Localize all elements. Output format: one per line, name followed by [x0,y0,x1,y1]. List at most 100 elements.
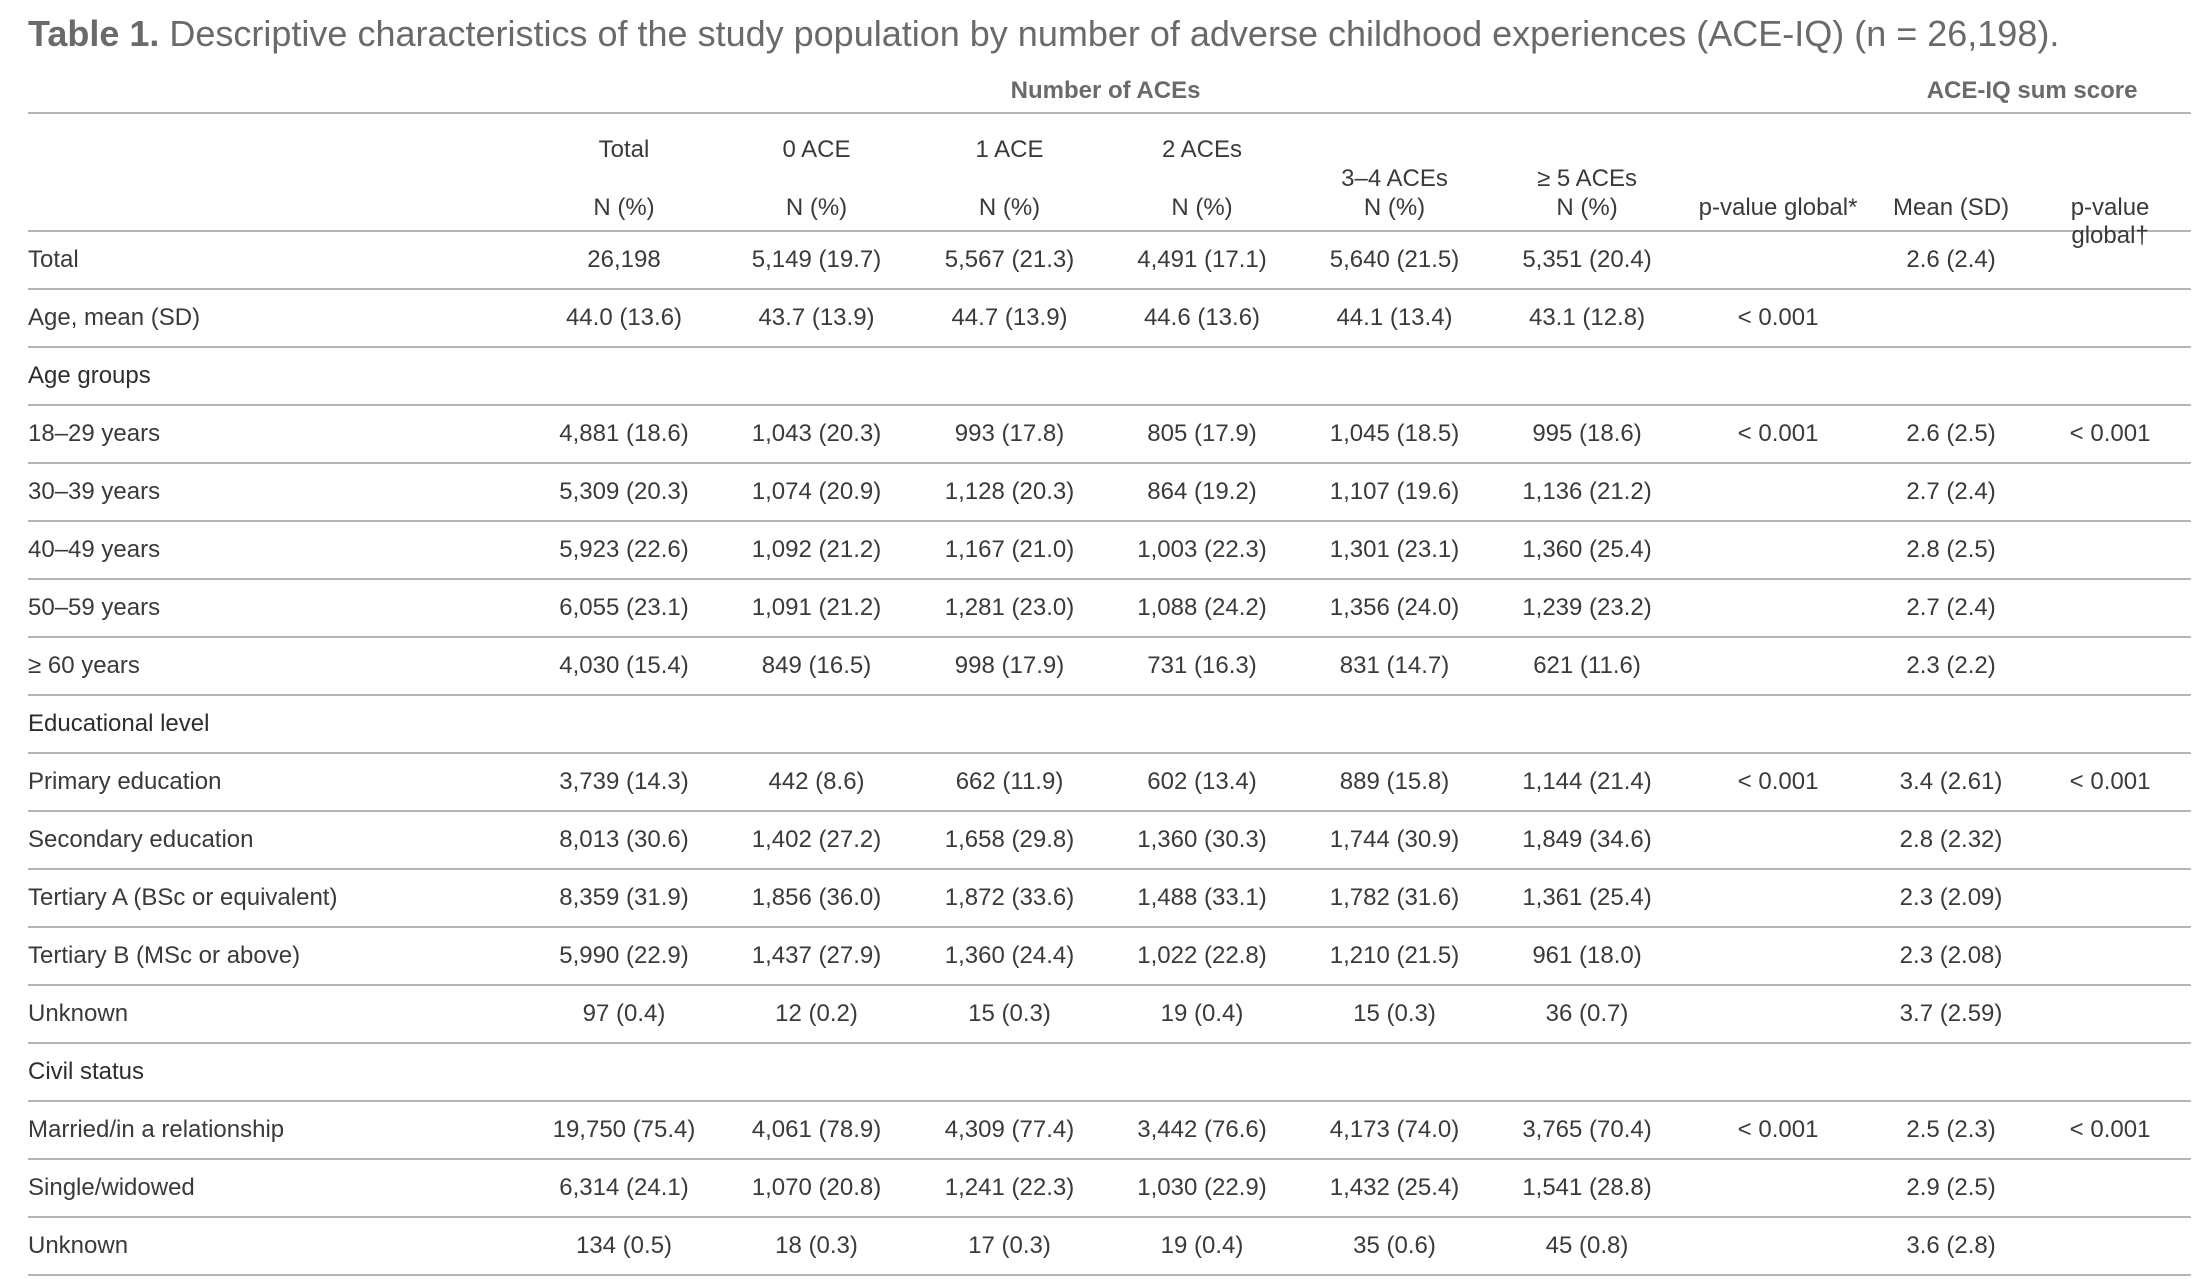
table-cell: 6,314 (24.1) [559,1174,689,1201]
table-cell: 97 (0.4) [582,1000,666,1027]
table-cell: 15 (0.3) [968,1000,1051,1027]
table-cell [1491,695,1683,753]
table-cell [913,1043,1106,1101]
table-cell: 1,144 (21.4) [1522,768,1652,795]
table-cell: 15 (0.3) [1353,1000,1436,1027]
table-cell: 19,750 (75.4) [552,1116,696,1143]
table-cell [1683,695,1873,753]
row-label: 30–39 years [28,478,161,505]
table-cell: 1,301 (23.1) [1329,536,1460,563]
table-row: Single/widowed 6,314 (24.1) 1,070 (20.8) 1,… [28,1159,2192,1217]
table-cell: 602 (13.4) [1147,768,1257,795]
table-cell [1683,347,1873,405]
table-cell: 1,782 (31.6) [1329,884,1460,911]
table-cell: < 0.001 [1737,1116,1819,1143]
table-row: 50–59 years 6,055 (23.1) 1,091 (21.2) 1,281… [28,579,2192,637]
table-cell [2029,1217,2191,1275]
table-cell: 5,640 (21.5) [1329,246,1460,273]
column-header: ≥ 5 ACEs N (%) [1491,113,1683,231]
column-header-line: 2 ACEs [1161,136,1243,163]
table-cell: 849 (16.5) [761,652,872,679]
table-cell [528,1043,720,1101]
table-cell: 44.0 (13.6) [565,304,683,331]
table-cell: 12 (0.2) [775,1000,858,1027]
row-label: Tertiary A (BSc or equivalent) [28,884,338,911]
group-header-spacer [28,70,528,113]
table-cell [2029,289,2191,347]
group-header-number-of-aces: Number of ACEs [1010,77,1201,104]
table-cell: 4,173 (74.0) [1329,1116,1460,1143]
table-cell [2029,1159,2191,1217]
table-cell: 889 (15.8) [1339,768,1450,795]
table-cell: 35 (0.6) [1353,1232,1436,1259]
table-cell [2029,811,2191,869]
table-cell [1106,347,1298,405]
table-cell: 3.7 (2.59) [1899,1000,2003,1027]
table-cell: 3,765 (70.4) [1522,1116,1652,1143]
table-cell [1683,637,1873,695]
table-cell [913,695,1106,753]
table-cell [1683,811,1873,869]
table-cell: 1,856 (36.0) [751,884,882,911]
table-cell: 5,309 (20.3) [559,478,689,505]
table-cell [2029,695,2191,753]
table-cell [528,695,720,753]
column-header: 3–4 ACEs N (%) [1298,113,1491,231]
table-cell [1491,347,1683,405]
row-label: Unknown [28,1000,129,1027]
table-cell: 2.3 (2.2) [1906,652,1996,679]
table-cell: 1,488 (33.1) [1137,884,1267,911]
table-cell: 2.8 (2.5) [1906,536,1996,563]
column-header-line: N (%) [1363,194,1426,221]
table-cell: 961 (18.0) [1532,942,1642,969]
table-cell [1106,695,1298,753]
table-cell [1106,1043,1298,1101]
table-caption-label: Table 1. [28,13,160,54]
table-cell: 1,849 (34.6) [1522,826,1652,853]
table-cell: < 0.001 [2069,1116,2151,1143]
table-cell: 1,744 (30.9) [1329,826,1460,853]
row-label: Age groups [28,362,151,389]
column-header-line: 1 ACE [975,136,1044,163]
table-cell [720,1043,913,1101]
table-cell [1873,695,2029,753]
table-cell: 4,061 (78.9) [751,1116,882,1143]
row-label: Age, mean (SD) [28,304,201,331]
table-row: 18–29 years 4,881 (18.6) 1,043 (20.3) 993 (… [28,405,2192,463]
row-label: ≥ 60 years [28,652,140,679]
table-row: Tertiary B (MSc or above) 5,990 (22.9) 1,4… [28,927,2192,985]
table-cell: 442 (8.6) [768,768,865,795]
table-cell: 995 (18.6) [1532,420,1642,447]
table-row: Unknown 97 (0.4) 12 (0.2) 15 (0.3) 19 (0.4) 1… [28,985,2192,1043]
table-cell [2029,985,2191,1043]
table-cell: 4,881 (18.6) [559,420,689,447]
row-label: Primary education [28,768,222,795]
column-header-row: Total N (%) 0 ACE N (%) 1 ACE N (%) 2 ACEs N (%… [28,113,2192,249]
table-cell [1683,521,1873,579]
table-cell: 2.5 (2.3) [1906,1116,1996,1143]
table-cell: 6,055 (23.1) [559,594,689,621]
table-cell: 1,092 (21.2) [751,536,882,563]
table-cell [2029,521,2191,579]
table-cell: 2.8 (2.32) [1899,826,2003,853]
table-cell: 993 (17.8) [954,420,1065,447]
table-cell: 45 (0.8) [1545,1232,1629,1259]
table-cell [1873,347,2029,405]
row-label: 40–49 years [28,536,161,563]
table-cell: 2.6 (2.5) [1906,420,1996,447]
table-cell: 621 (11.6) [1533,652,1641,679]
table-cell [1873,1043,2029,1101]
table-cell: 3.4 (2.61) [1899,768,2003,795]
table-row: 40–49 years 5,923 (22.6) 1,092 (21.2) 1,167… [28,521,2192,579]
table-cell: 1,003 (22.3) [1137,536,1267,563]
table-cell: 19 (0.4) [1160,1232,1244,1259]
table-cell [1683,1043,1873,1101]
table-cell: 4,309 (77.4) [944,1116,1075,1143]
table-cell [2029,927,2191,985]
table-cell [2029,579,2191,637]
group-header-spacer [1683,70,1873,113]
table-caption-text: Descriptive characteristics of the study… [159,13,2060,54]
table-cell: 5,567 (21.3) [944,246,1075,273]
table-cell [1683,869,1873,927]
